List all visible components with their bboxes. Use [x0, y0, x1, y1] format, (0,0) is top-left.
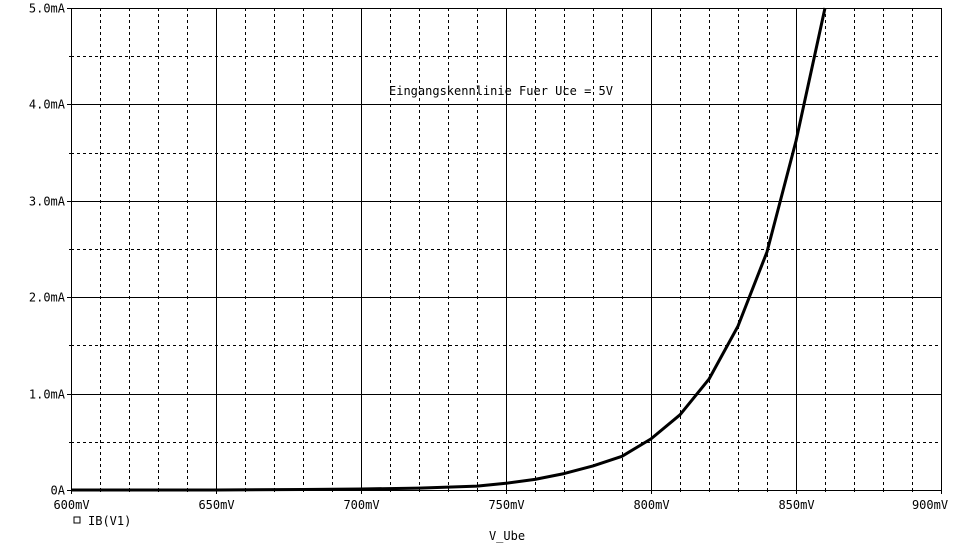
legend-marker: [73, 516, 81, 524]
y-tick-label: 5.0mA: [29, 2, 66, 16]
series-line-0: [71, 7, 827, 492]
y-tick-label: 4.0mA: [29, 98, 66, 112]
x-tick-label: 800mV: [633, 498, 669, 512]
chart-annotation: Eingangskennlinie Fuer Uce = 5V: [389, 84, 613, 98]
legend: IB(V1): [73, 514, 131, 528]
series-layer: [71, 7, 827, 492]
x-axis-label: V_Ube: [489, 529, 525, 543]
y-tick-label: 2.0mA: [29, 291, 66, 305]
tick-labels: 600mV 650mV 700mV 750mV 800mV 850mV 900mV 0A 1.0…: [29, 2, 948, 513]
y-tick-label: 3.0mA: [29, 195, 66, 209]
y-tick-label: 0A: [51, 484, 66, 498]
x-tick-label: 700mV: [343, 498, 379, 512]
x-tick-label: 650mV: [198, 498, 234, 512]
grid: [71, 8, 941, 490]
y-tick-label: 1.0mA: [29, 388, 66, 402]
legend-label: IB(V1): [88, 514, 131, 528]
x-tick-label: 850mV: [778, 498, 814, 512]
x-tick-label: 900mV: [912, 498, 948, 512]
x-tick-label: 600mV: [53, 498, 89, 512]
x-tick-label: 750mV: [488, 498, 524, 512]
